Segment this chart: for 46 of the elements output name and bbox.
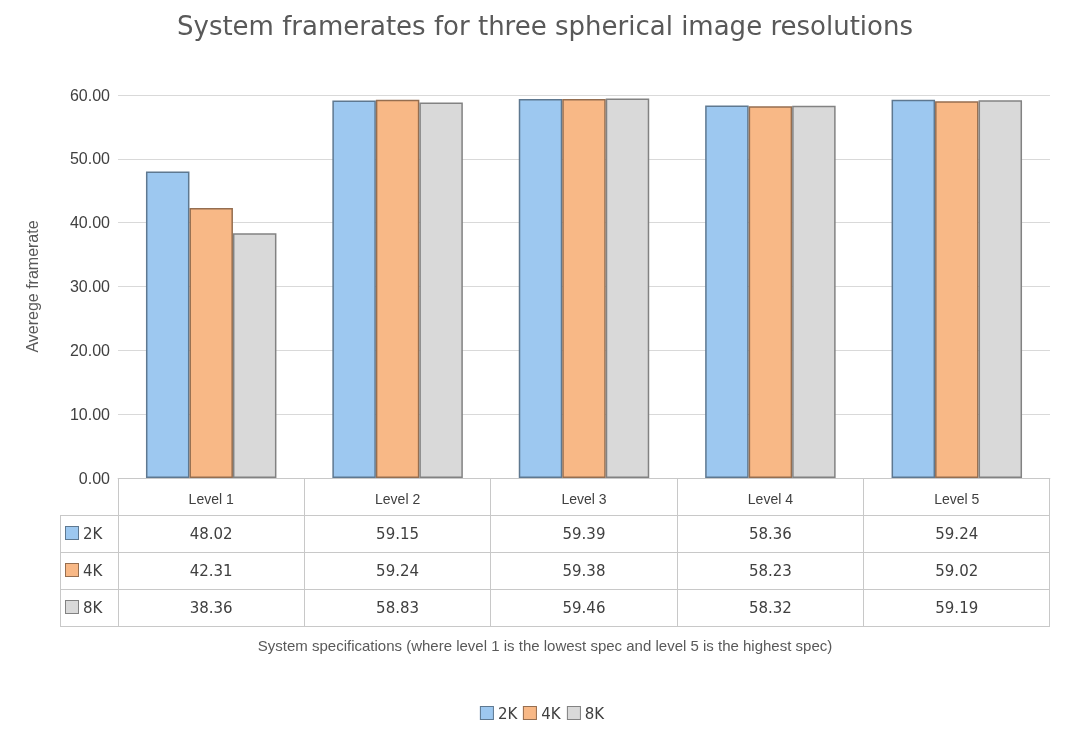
data-label: 48.02 [118,515,305,553]
data-label: 59.19 [863,589,1050,627]
bar [891,99,936,478]
bar [748,106,793,478]
bar [935,101,979,478]
y-tick-label: 10.00 [69,405,111,423]
data-label: 38.36 [118,589,305,627]
y-tick-label: 50.00 [69,150,111,168]
y-axis-title: Averege framerate [23,220,41,353]
legend-label: 2K [83,525,103,543]
data-label: 58.36 [677,515,864,553]
data-label: 58.83 [304,589,491,627]
x-tick-label: Level 1 [188,491,234,507]
data-label: 59.38 [490,552,678,590]
legend-label: 8K [83,599,103,617]
bar [562,98,606,478]
legend-label: 4K [83,562,103,580]
x-tick-label: Level 2 [375,491,421,507]
data-label: 59.02 [863,552,1050,590]
y-tick-label: 40.00 [69,214,111,232]
data-label: 59.24 [304,552,491,590]
y-tick-label: 0.00 [78,469,111,487]
text: 4K [541,705,561,723]
data-label: 59.46 [490,589,678,627]
text: 8K [584,705,605,723]
data-label: 58.23 [677,552,864,590]
bar [518,98,563,478]
data-label: 58.32 [677,589,864,627]
text: System specifications (where level 1 is the lowest spec and level 5 is the highest spec) [257,637,833,654]
y-tick-label: 30.00 [69,278,111,295]
bar [189,207,233,478]
bar [332,100,376,478]
x-tick-label: Level 4 [747,491,794,507]
text: 2K [497,705,518,723]
y-tick-label: 20.00 [69,341,111,359]
bar [145,171,190,478]
data-label: 59.39 [490,515,678,553]
x-tick-label: Level 3 [561,491,607,507]
y-tick-label: 60.00 [69,86,111,104]
bar [375,99,420,478]
data-label: 42.31 [118,552,305,590]
chart-title: System framerates for three spherical image resolutions [176,11,914,41]
x-tick-label: Level 5 [934,491,980,507]
bar [705,105,749,478]
data-label: 59.15 [304,515,491,553]
data-label: 59.24 [863,515,1050,553]
